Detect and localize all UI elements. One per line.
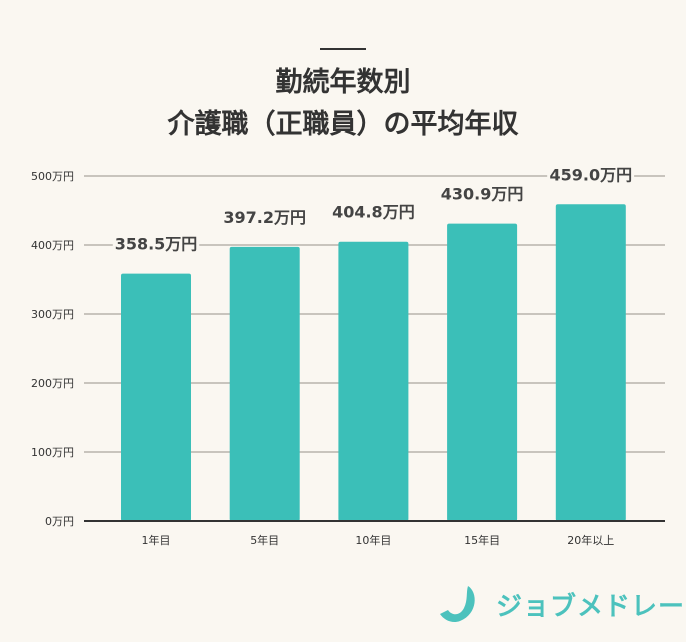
chart-title-line-2: 介護職（正職員）の平均年収 xyxy=(167,109,519,140)
data-label: 397.2万円 xyxy=(223,208,306,227)
logo-text: ジョブメドレー xyxy=(496,591,686,622)
title-decoration xyxy=(320,48,366,50)
y-tick-label: 200万円 xyxy=(31,377,74,390)
bar xyxy=(447,223,518,521)
bar xyxy=(338,241,409,522)
x-tick-label: 5年目 xyxy=(250,533,279,547)
chart-title-line-1: 勤続年数別 xyxy=(275,67,411,98)
x-tick-label: 1年目 xyxy=(142,533,171,547)
data-label: 404.8万円 xyxy=(332,203,415,222)
bar xyxy=(121,273,191,521)
bar xyxy=(555,204,626,522)
y-tick-label: 300万円 xyxy=(31,308,74,321)
logo-icon xyxy=(440,586,475,623)
x-tick-label: 15年目 xyxy=(464,533,500,547)
y-tick-label: 0万円 xyxy=(45,515,74,528)
y-tick-label: 100万円 xyxy=(31,446,74,459)
y-tick-label: 500万円 xyxy=(31,170,74,183)
y-tick-label: 400万円 xyxy=(31,239,74,252)
data-label: 459.0万円 xyxy=(549,165,632,184)
logo: ジョブメドレー xyxy=(438,584,685,624)
x-tick-label: 10年目 xyxy=(355,533,391,547)
data-label: 358.5万円 xyxy=(115,235,198,254)
bar xyxy=(229,246,300,521)
data-label: 430.9万円 xyxy=(441,185,524,204)
x-tick-label: 20年以上 xyxy=(567,533,614,547)
